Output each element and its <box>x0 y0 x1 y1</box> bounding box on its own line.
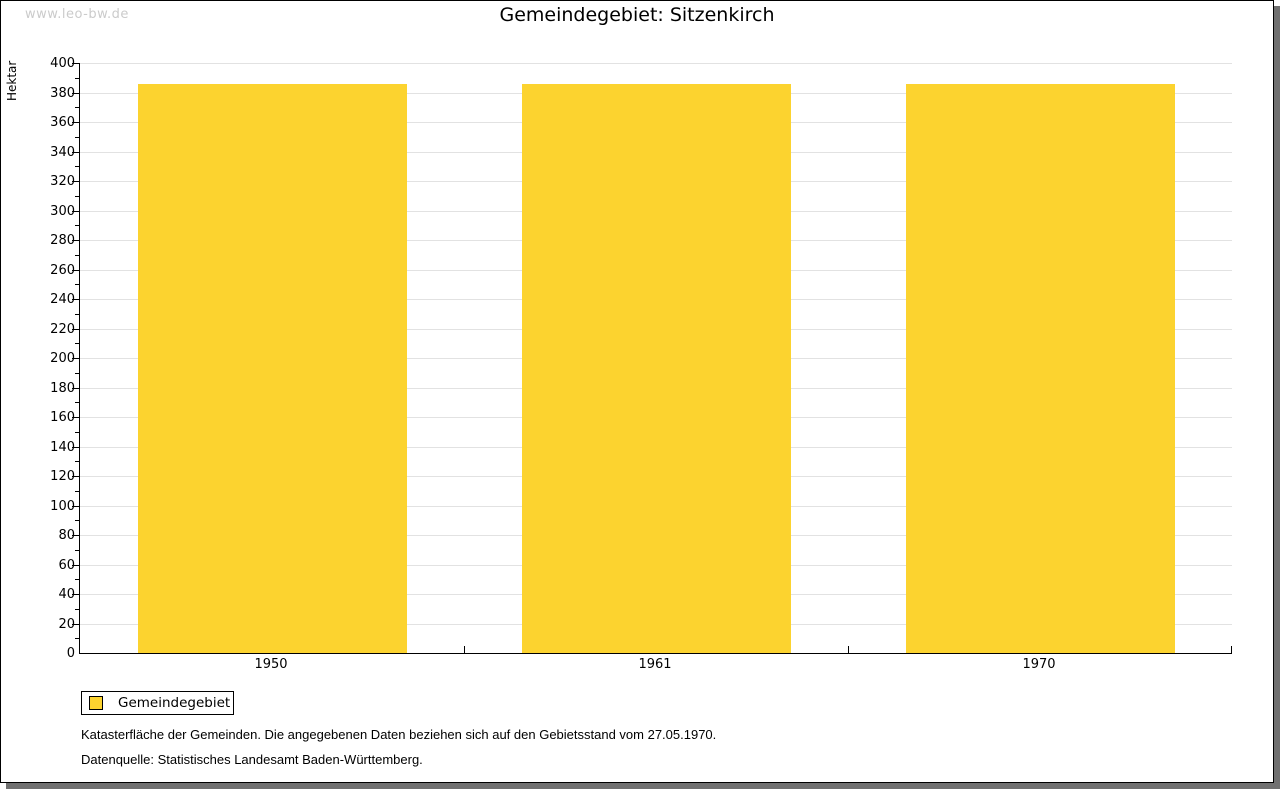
x-tick-label: 1950 <box>254 657 288 672</box>
legend-swatch-icon <box>89 696 103 710</box>
y-tick-label: 380 <box>50 86 75 101</box>
y-minor-tick <box>75 107 79 108</box>
y-tick-label: 0 <box>66 646 75 661</box>
y-major-tick <box>72 93 79 94</box>
y-tick-label: 220 <box>50 322 75 337</box>
y-minor-tick <box>75 314 79 315</box>
y-tick-label: 320 <box>50 174 75 189</box>
y-minor-tick <box>75 137 79 138</box>
y-tick-label: 260 <box>50 263 75 278</box>
y-minor-tick <box>75 491 79 492</box>
y-minor-tick <box>75 255 79 256</box>
y-major-tick <box>72 211 79 212</box>
x-axis-tick <box>848 646 849 653</box>
y-minor-tick <box>75 284 79 285</box>
footnote-line-1: Katasterfläche der Gemeinden. Die angege… <box>81 727 717 742</box>
y-major-tick <box>72 270 79 271</box>
y-major-tick <box>72 388 79 389</box>
legend: Gemeindegebiet <box>81 691 234 715</box>
watermark-text: www.leo-bw.de <box>25 7 129 22</box>
y-major-tick <box>72 476 79 477</box>
x-tick-label: 1961 <box>638 657 672 672</box>
y-minor-tick <box>75 373 79 374</box>
y-tick-label: 180 <box>50 381 75 396</box>
y-major-tick <box>72 447 79 448</box>
x-tick-label: 1970 <box>1022 657 1056 672</box>
y-minor-tick <box>75 78 79 79</box>
y-major-tick <box>72 594 79 595</box>
y-tick-label: 280 <box>50 233 75 248</box>
y-major-tick <box>72 240 79 241</box>
y-minor-tick <box>75 432 79 433</box>
gridline <box>80 63 1232 64</box>
y-major-tick <box>72 329 79 330</box>
y-major-tick <box>72 152 79 153</box>
bar-1950 <box>138 84 407 653</box>
x-axis-tick <box>1231 646 1232 653</box>
footnote-line-2: Datenquelle: Statistisches Landesamt Bad… <box>81 752 423 767</box>
y-minor-tick <box>75 550 79 551</box>
y-minor-tick <box>75 166 79 167</box>
y-minor-tick <box>75 638 79 639</box>
y-major-tick <box>72 506 79 507</box>
y-tick-label: 20 <box>58 617 75 632</box>
y-minor-tick <box>75 343 79 344</box>
y-tick-label: 200 <box>50 351 75 366</box>
y-tick-label: 360 <box>50 115 75 130</box>
y-major-tick <box>72 535 79 536</box>
chart-title: Gemeindegebiet: Sitzenkirch <box>499 4 775 26</box>
x-axis-tick <box>464 646 465 653</box>
y-axis-tick-labels: 0 20 40 60 80 100 120 140 160 180 200 220 240 260 280 3… <box>1 57 75 660</box>
y-minor-tick <box>75 402 79 403</box>
y-tick-label: 240 <box>50 292 75 307</box>
y-major-tick <box>72 565 79 566</box>
y-tick-label: 60 <box>58 558 75 573</box>
y-tick-label: 300 <box>50 204 75 219</box>
y-major-tick <box>72 181 79 182</box>
y-tick-label: 160 <box>50 410 75 425</box>
y-major-tick <box>72 299 79 300</box>
y-minor-tick <box>75 609 79 610</box>
y-major-tick <box>72 63 79 64</box>
bar-1961 <box>522 84 791 653</box>
y-minor-tick <box>75 520 79 521</box>
y-tick-label: 80 <box>58 528 75 543</box>
y-minor-tick <box>75 225 79 226</box>
bar-1970 <box>906 84 1175 653</box>
y-minor-tick <box>75 196 79 197</box>
x-axis-labels: 1950 1961 1970 <box>79 657 1231 673</box>
y-tick-label: 120 <box>50 469 75 484</box>
y-major-tick <box>72 417 79 418</box>
y-tick-label: 340 <box>50 145 75 160</box>
y-minor-tick <box>75 579 79 580</box>
y-major-tick <box>72 624 79 625</box>
y-tick-label: 100 <box>50 499 75 514</box>
y-tick-label: 40 <box>58 587 75 602</box>
y-tick-label: 400 <box>50 56 75 71</box>
y-major-tick <box>72 358 79 359</box>
plot-area <box>72 63 1232 654</box>
y-minor-tick <box>75 461 79 462</box>
y-tick-label: 140 <box>50 440 75 455</box>
legend-label: Gemeindegebiet <box>118 695 231 711</box>
y-major-tick <box>72 122 79 123</box>
